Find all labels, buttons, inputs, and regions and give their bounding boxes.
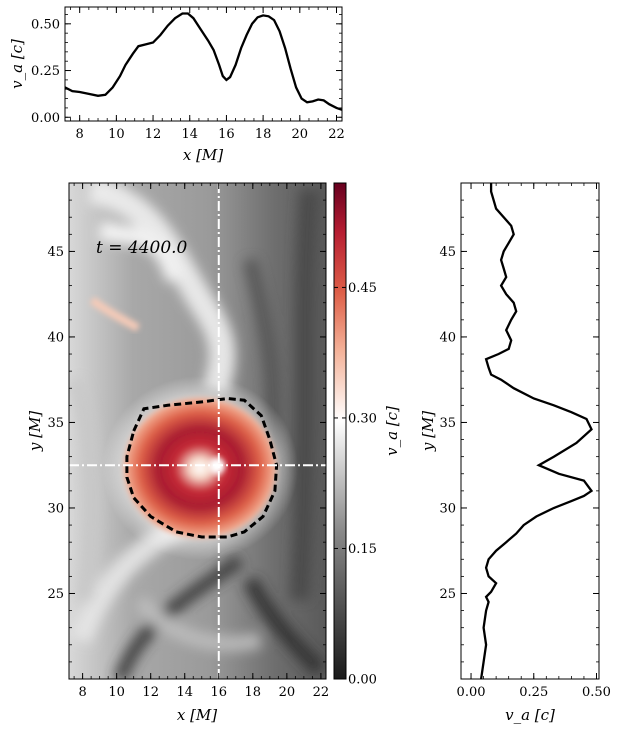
x-tick-label: 10 xyxy=(108,127,125,142)
main-plot-frame xyxy=(68,182,327,680)
y-tick-label: 0.50 xyxy=(31,17,60,32)
x-tick-label: 10 xyxy=(108,685,125,700)
vortex-core xyxy=(124,398,276,538)
x-tick-label: 18 xyxy=(255,127,272,142)
y-tick-label: 45 xyxy=(47,245,64,260)
y-tick-label: 40 xyxy=(439,330,456,345)
top-plot-frame xyxy=(64,6,343,122)
colorbar-tick-label: 0.30 xyxy=(348,411,377,426)
top-series-line xyxy=(64,12,343,111)
x-tick-label: 0.00 xyxy=(457,685,486,700)
time-annotation: t = 4400.0 xyxy=(96,238,188,258)
right-series-line xyxy=(479,183,594,680)
y-tick-label: 25 xyxy=(47,587,64,602)
y-tick-label: 0.00 xyxy=(31,111,60,126)
x-tick-label: 18 xyxy=(245,685,262,700)
y-tick-label: 40 xyxy=(47,330,64,345)
x-tick-label: 0.50 xyxy=(582,685,611,700)
right-x-axis-label: v_a [c] xyxy=(505,706,555,724)
x-tick-label: 14 xyxy=(176,685,193,700)
right-y-axis-label: y [M] xyxy=(419,411,437,452)
right-line-chart: 0.00 0.25 0.50 25 30 35 40 45 v_a [c] y [M] xyxy=(419,182,611,724)
top-line-chart: 8 10 12 14 16 18 20 22 0.00 0.25 0.50 x [M] v_a [c… xyxy=(8,6,345,164)
x-tick-label: 16 xyxy=(211,685,228,700)
colorbar-tick-label: 0.00 xyxy=(348,673,377,688)
x-tick-label: 0.25 xyxy=(519,685,548,700)
x-tick-label: 20 xyxy=(292,127,309,142)
heatmap-field xyxy=(69,183,326,679)
x-tick-label: 22 xyxy=(313,685,330,700)
colorbar-gradient xyxy=(333,182,347,680)
x-tick-label: 14 xyxy=(181,127,198,142)
x-tick-label: 8 xyxy=(78,685,86,700)
top-x-axis-label: x [M] xyxy=(183,146,223,164)
y-tick-label: 30 xyxy=(439,501,456,516)
x-tick-label: 20 xyxy=(279,685,296,700)
main-heatmap: 8 10 12 14 16 18 20 22 25 30 35 40 45 t = 4400.0 x [… xyxy=(26,182,330,724)
colorbar-tick-label: 0.15 xyxy=(348,542,377,557)
colorbar-tick-label: 0.45 xyxy=(348,281,377,296)
y-tick-label: 35 xyxy=(47,416,64,431)
y-tick-label: 45 xyxy=(439,245,456,260)
y-tick-label: 0.25 xyxy=(31,64,60,79)
x-tick-label: 22 xyxy=(328,127,345,142)
right-plot-frame xyxy=(460,182,600,680)
main-x-axis-label: x [M] xyxy=(177,706,217,724)
top-y-axis-label: v_a [c] xyxy=(8,39,26,89)
y-tick-label: 35 xyxy=(439,416,456,431)
threshold-contour xyxy=(125,396,279,539)
x-tick-label: 8 xyxy=(76,127,84,142)
pink-streak xyxy=(89,296,140,332)
y-tick-label: 25 xyxy=(439,587,456,602)
colorbar-label: v_a [c] xyxy=(383,406,401,456)
main-y-axis-label: y [M] xyxy=(26,411,44,452)
x-tick-label: 12 xyxy=(145,127,162,142)
x-tick-label: 16 xyxy=(218,127,235,142)
colorbar: 0.00 0.15 0.30 0.45 v_a [c] xyxy=(333,182,401,688)
y-tick-label: 30 xyxy=(47,501,64,516)
x-tick-label: 12 xyxy=(142,685,159,700)
